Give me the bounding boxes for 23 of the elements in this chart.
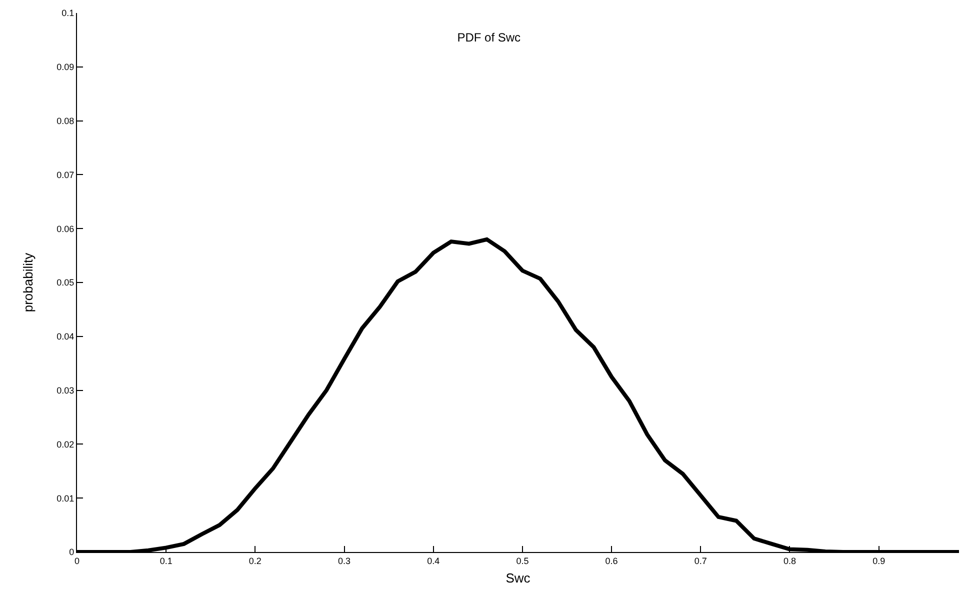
x-tick-label: 0.6 xyxy=(605,556,618,566)
y-axis-title: probability xyxy=(20,252,36,312)
y-tick-label: 0.08 xyxy=(56,116,74,126)
x-tick-label: 0.3 xyxy=(338,556,351,566)
y-tick-label: 0.1 xyxy=(62,8,74,18)
x-tick-label: 0.1 xyxy=(160,556,172,566)
x-tick-label: 0.8 xyxy=(783,556,796,566)
y-tick-label: 0.05 xyxy=(56,278,74,288)
x-tick-label: 0.9 xyxy=(872,556,886,566)
x-tick-label: 0.5 xyxy=(516,556,529,566)
y-tick-label: 0.09 xyxy=(56,62,74,72)
y-tick-label: 0 xyxy=(69,547,74,558)
x-axis-title: Swc xyxy=(506,570,531,586)
y-tick-label: 0.02 xyxy=(56,439,74,450)
y-tick-label: 0.06 xyxy=(56,224,74,234)
y-tick-label: 0.07 xyxy=(56,170,74,180)
x-tick-label: 0.4 xyxy=(427,556,440,566)
text: PDF of Swc xyxy=(457,30,521,44)
x-tick-label: 0.7 xyxy=(694,556,707,566)
y-tick-label: 0.01 xyxy=(56,493,74,504)
y-tick-label: 0.03 xyxy=(56,385,74,396)
x-tick-label: 0.2 xyxy=(248,556,262,566)
y-tick-label: 0.04 xyxy=(56,332,74,342)
